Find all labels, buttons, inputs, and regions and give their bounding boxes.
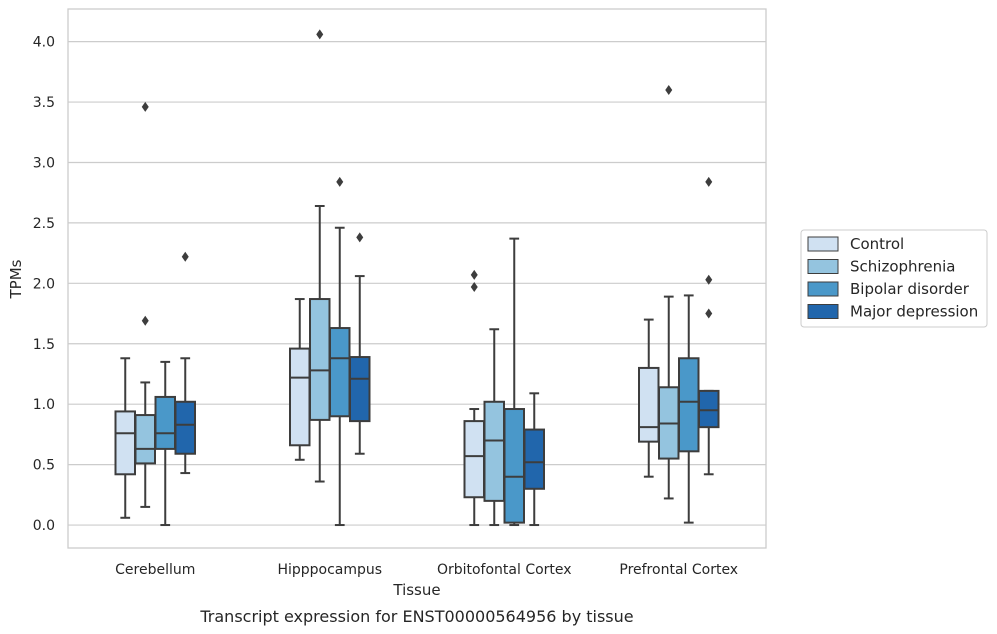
box-bipolar-disorder <box>503 237 525 527</box>
y-tick-label: 1.5 <box>33 337 55 353</box>
box-iqr <box>523 428 545 490</box>
box-control <box>289 298 311 461</box>
box-schizophrenia <box>658 84 680 500</box>
box-schizophrenia <box>309 29 331 483</box>
box-major-depression <box>174 251 196 475</box>
legend-swatch <box>807 281 839 297</box>
box-bipolar-disorder <box>678 294 700 524</box>
plot-area-frame <box>67 8 767 549</box>
outlier-point <box>705 274 713 285</box>
y-tick-label: 0.0 <box>33 518 55 534</box>
box-major-depression <box>698 176 720 476</box>
box-iqr <box>638 366 660 443</box>
box-iqr <box>134 414 156 465</box>
box-iqr <box>678 357 700 453</box>
box-iqr <box>503 408 525 524</box>
box-iqr <box>698 389 720 429</box>
legend-swatch <box>807 259 839 274</box>
outlier-point <box>470 269 478 280</box>
outlier-point <box>705 176 713 187</box>
legend-label: Bipolar disorder <box>850 280 970 298</box>
outlier-point <box>356 232 364 243</box>
y-tick-label: 2.5 <box>33 216 55 232</box>
x-tick-label: Prefrontal Cortex <box>619 562 738 578</box>
y-tick-label: 2.0 <box>33 276 55 292</box>
box-control <box>638 318 660 478</box>
legend-frame <box>800 229 988 328</box>
legend-swatch <box>807 236 839 252</box>
y-axis-label: TPMs <box>7 259 25 299</box>
legend-label: Major depression <box>850 303 978 321</box>
outlier-point <box>141 101 149 112</box>
box-major-depression <box>523 392 545 527</box>
y-tick-label: 3.5 <box>33 95 55 111</box>
x-tick-label: Cerebellum <box>115 562 195 578</box>
y-tick-labels: 0.0 0.5 1.0 1.5 2.0 2.5 3.0 3.5 4.0 <box>33 35 55 534</box>
y-tick-label: 0.5 <box>33 458 55 474</box>
box-schizophrenia <box>483 328 505 527</box>
outlier-point <box>141 315 149 326</box>
outlier-point <box>316 29 324 40</box>
outlier-point <box>181 251 189 262</box>
figure-caption: Transcript expression for ENST0000056495… <box>199 607 633 626</box>
box-bipolar-disorder <box>154 360 176 527</box>
box-iqr <box>174 400 196 455</box>
outlier-point <box>470 281 478 292</box>
y-tick-label: 1.0 <box>33 397 55 413</box>
box-control <box>463 269 485 527</box>
box-iqr <box>289 347 311 447</box>
outlier-point <box>336 176 344 187</box>
legend: Control Schizophrenia Bipolar disorder Majo… <box>800 229 988 328</box>
x-tick-label: Hipppocampus <box>277 562 382 578</box>
legend-swatch <box>807 304 839 319</box>
x-tick-label: Orbitofontal Cortex <box>437 562 572 578</box>
x-tick-labels: Cerebellum Hipppocampus Orbitofontal Corte… <box>115 562 738 578</box>
box-schizophrenia <box>134 101 156 508</box>
box-iqr <box>309 298 331 421</box>
box-bipolar-disorder <box>329 176 351 527</box>
box-iqr <box>349 356 371 423</box>
box-iqr <box>329 327 351 418</box>
outlier-point <box>665 84 673 95</box>
box-iqr <box>114 410 136 476</box>
legend-label: Control <box>850 235 904 253</box>
box-major-depression <box>349 232 371 455</box>
box-iqr <box>483 400 505 502</box>
y-tick-label: 3.0 <box>33 155 55 171</box>
box-iqr <box>463 420 485 499</box>
outlier-point <box>705 308 713 319</box>
box-iqr <box>154 395 176 450</box>
box-control <box>114 357 136 519</box>
box-series <box>114 29 720 527</box>
y-tick-label: 4.0 <box>33 35 55 51</box>
legend-label: Schizophrenia <box>850 258 955 276</box>
x-axis-label: Tissue <box>392 581 440 599</box>
